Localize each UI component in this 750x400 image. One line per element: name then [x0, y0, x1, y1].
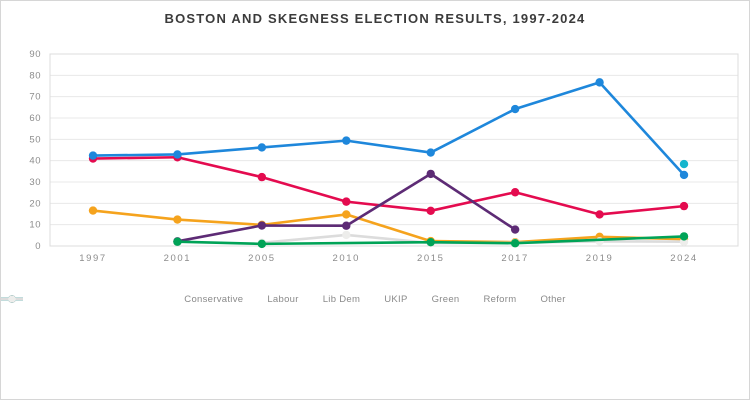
data-point-conservative — [595, 78, 604, 87]
data-point-conservative — [426, 148, 435, 157]
y-axis-tick-label: 80 — [29, 70, 41, 81]
data-point-green — [426, 237, 435, 247]
data-point-ukip — [342, 221, 351, 230]
data-point-conservative — [257, 143, 267, 152]
y-axis-tick-label: 20 — [29, 198, 41, 209]
x-axis-tick-label: 1997 — [79, 253, 107, 264]
data-point-ukip — [426, 169, 435, 179]
x-axis-tick-label: 2017 — [501, 253, 529, 264]
legend-item-lib-dem: Lib Dem — [1, 294, 361, 305]
data-point-labour — [510, 188, 520, 197]
data-point-green — [173, 237, 182, 246]
series-line-conservative — [91, 81, 686, 177]
data-point-green — [257, 239, 267, 249]
data-point-labour — [426, 206, 435, 215]
y-axis-tick-label: 30 — [29, 177, 41, 188]
x-axis-tick-label: 2010 — [333, 253, 361, 264]
y-axis-tick-label: 60 — [29, 113, 41, 124]
y-axis-tick-label: 10 — [29, 220, 41, 231]
data-point-ukip — [257, 221, 267, 230]
data-point-ukip — [510, 225, 520, 234]
data-point-conservative — [342, 136, 351, 145]
y-axis-tick-label: 40 — [29, 156, 41, 167]
data-point-other — [342, 230, 351, 240]
plot-border — [49, 53, 739, 247]
legend-label: Conservative — [184, 294, 244, 305]
data-point-conservative — [88, 151, 98, 160]
chart-svg: 0 10 20 30 40 50 60 70 80 90 1997 2001 2005 2010 2015 2… — [29, 49, 739, 264]
data-point-conservative — [510, 104, 520, 114]
legend-label: Green — [431, 294, 460, 305]
legend-item-labour: Labour — [1, 294, 299, 305]
series-line-labour — [91, 155, 686, 216]
x-axis-tick-label: 2001 — [164, 253, 192, 264]
data-point-conservative — [173, 150, 182, 159]
y-axis-tick-label: 70 — [29, 92, 41, 103]
legend-label: Labour — [267, 294, 299, 305]
chart-legend: Conservative Labour Lib Dem UKIP Green Reform… — [1, 294, 749, 305]
legend-item-reform: Reform — [1, 294, 517, 305]
legend-label: Lib Dem — [322, 294, 361, 305]
data-point-other — [595, 237, 604, 246]
legend-item-conservative: Conservative — [1, 294, 244, 305]
data-point-labour — [257, 172, 267, 182]
legend-item-other: Other — [1, 294, 566, 305]
data-point-green — [679, 232, 689, 241]
data-point-green — [510, 239, 520, 248]
data-point-labour — [595, 210, 604, 219]
data-point-conservative — [679, 170, 689, 180]
y-axis-tick-label: 50 — [29, 134, 41, 145]
x-axis-tick-label: 2019 — [586, 253, 614, 264]
x-axis-tick-label: 2005 — [248, 253, 276, 264]
legend-label: Reform — [483, 294, 517, 305]
x-axis-tick-label: 2024 — [670, 253, 698, 264]
data-point-lib-dem — [342, 210, 351, 219]
y-axis-tick-label: 0 — [35, 241, 41, 252]
legend-label: UKIP — [384, 294, 408, 305]
x-axis-tick-label: 2015 — [417, 253, 445, 264]
legend-label: Other — [540, 294, 566, 305]
data-point-labour — [342, 197, 351, 206]
legend-marker-other-icon — [1, 295, 23, 303]
y-axis-tick-label: 90 — [29, 49, 41, 60]
data-point-reform — [679, 159, 689, 169]
data-point-lib-dem — [173, 215, 182, 224]
data-point-lib-dem — [88, 206, 98, 215]
data-point-labour — [679, 201, 689, 211]
legend-item-ukip: UKIP — [1, 294, 408, 305]
legend-item-green: Green — [1, 294, 460, 305]
series-line-lib-dem — [91, 209, 686, 244]
chart-title: BOSTON AND SKEGNESS ELECTION RESULTS, 19… — [164, 11, 586, 26]
